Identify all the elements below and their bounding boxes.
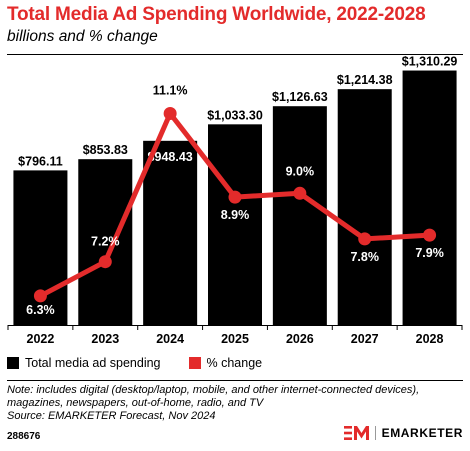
- chart-id: 288676: [7, 431, 41, 442]
- change-label-2027: 7.8%: [350, 250, 379, 264]
- change-label-2028: 7.9%: [415, 246, 444, 260]
- bar-2028: [402, 70, 457, 325]
- change-point-2024: [163, 107, 177, 120]
- change-point-2022: [33, 289, 47, 303]
- brand-separator: [374, 426, 376, 440]
- bar-label-2023: $853.83: [83, 143, 128, 157]
- chart-subtitle: billions and % change: [7, 28, 158, 45]
- x-tick-label-2022: 2022: [27, 332, 55, 346]
- bar-2025: [208, 124, 262, 326]
- change-point-2028: [423, 228, 437, 242]
- bar-label-2024: $948.43: [148, 150, 193, 164]
- legend-item-change: % change: [188, 356, 263, 370]
- change-label-2025: 8.9%: [221, 208, 250, 222]
- legend-label-spending: Total media ad spending: [25, 356, 161, 370]
- change-point-2025: [228, 190, 242, 204]
- change-label-2022: 6.3%: [26, 303, 55, 317]
- bar-label-2027: $1,214.38: [337, 73, 393, 87]
- note-line: magazines, newspapers, out-of-home, radi…: [7, 397, 264, 409]
- x-tick-label-2026: 2026: [286, 332, 314, 346]
- brand-name: EMARKETER: [381, 426, 463, 440]
- x-tick-label-2028: 2028: [416, 332, 444, 346]
- top-divider: [7, 54, 463, 55]
- change-point-2026: [293, 186, 307, 200]
- bar-2027: [337, 89, 392, 325]
- legend-divider: [7, 380, 463, 381]
- bar-2023: [78, 159, 133, 325]
- brand-logo: EMARKETER: [343, 426, 463, 440]
- chart-title: Total Media Ad Spending Worldwide, 2022-…: [7, 4, 426, 25]
- note-line: Note: includes digital (desktop/laptop, …: [7, 384, 420, 396]
- bar-label-2026: $1,126.63: [272, 90, 328, 104]
- change-label-2026: 9.0%: [286, 164, 315, 178]
- x-tick-label-2023: 2023: [91, 332, 119, 346]
- legend-item-spending: Total media ad spending: [7, 356, 161, 370]
- x-tick-label-2027: 2027: [351, 332, 379, 346]
- x-tick-label-2025: 2025: [221, 332, 249, 346]
- chart-plot: $796.11 $853.83 $948.43 $1,033.30 $1,126.63 $…: [7, 55, 463, 346]
- bar-2026: [272, 106, 327, 325]
- source-line: Source: EMARKETER Forecast, Nov 2024: [7, 410, 216, 422]
- x-tick-label-2024: 2024: [156, 332, 184, 346]
- legend-swatch-spending: [7, 357, 19, 369]
- legend-label-change: % change: [206, 356, 263, 370]
- bar-2024: [143, 140, 198, 325]
- bar-label-2028: $1,310.29: [402, 55, 458, 69]
- bar-label-2022: $796.11: [18, 154, 63, 168]
- change-point-2023: [98, 255, 112, 269]
- change-label-2023: 7.2%: [91, 235, 120, 249]
- legend-swatch-change: [188, 357, 201, 369]
- chart-notes: Note: includes digital (desktop/laptop, …: [7, 384, 419, 423]
- legend: Total media ad spending % change: [7, 355, 290, 371]
- emarketer-logo-icon: [343, 426, 369, 440]
- change-label-2024: 11.1%: [153, 84, 188, 98]
- bar-label-2025: $1,033.30: [207, 108, 263, 122]
- change-point-2027: [358, 232, 372, 246]
